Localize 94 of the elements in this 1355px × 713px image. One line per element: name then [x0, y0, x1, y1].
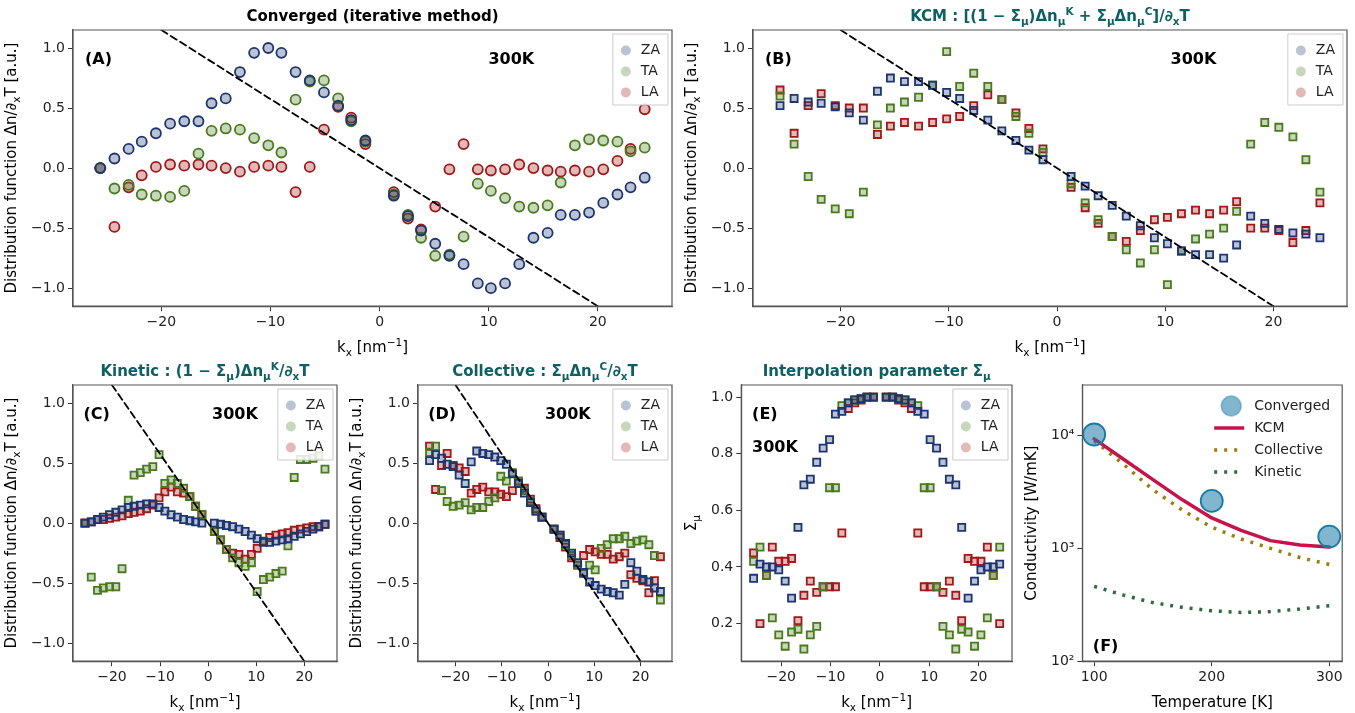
y-axis-title: Conductivity [W/mK]	[1022, 445, 1040, 601]
y-tick-label: 1.0	[711, 387, 734, 404]
annotation: 300K	[212, 403, 259, 423]
y-tick-label: 0.4	[711, 557, 734, 574]
annotation: 300K	[488, 48, 535, 68]
y-axis-title: Distribution function Δn/∂xT [a.u.]	[347, 397, 367, 649]
y-tick-label: 10³	[1050, 538, 1075, 555]
y-tick-label: 0.5	[42, 453, 65, 470]
annotation: (D)	[428, 403, 457, 423]
y-tick-label: −0.5	[711, 218, 745, 235]
x-tick-label: 0	[875, 668, 885, 685]
y-tick-label: 1.0	[387, 393, 410, 410]
y-axis-title: Distribution function Δn/∂xT [a.u.]	[682, 42, 702, 294]
annotation: 300K	[752, 436, 799, 456]
legend-label: Kinetic	[1254, 462, 1302, 479]
x-tick-label: −20	[440, 668, 471, 685]
y-tick-label: 1.0	[42, 38, 65, 55]
x-tick-label: −10	[486, 668, 517, 685]
y-tick-label: 1.0	[42, 393, 65, 410]
x-tick-label: 10	[920, 668, 939, 685]
y-axis-title: Distribution function Δn/∂xT [a.u.]	[2, 397, 22, 649]
x-tick-label: 0	[375, 313, 385, 330]
y-tick-label: 0.0	[387, 513, 410, 530]
legend-label: ZA	[980, 396, 1001, 413]
x-tick-label: 0	[1052, 313, 1062, 330]
x-tick-label: 300	[1315, 668, 1343, 685]
legend-label: Collective	[1254, 440, 1323, 457]
y-tick-label: 0.5	[387, 453, 410, 470]
y-tick-label: 0.8	[711, 444, 734, 461]
legend-label: ZA	[640, 41, 661, 58]
legend-label: TA	[639, 62, 659, 79]
x-tick-label: −10	[934, 313, 964, 330]
y-tick-label: −1.0	[31, 633, 65, 650]
legend-label: KCM	[1254, 418, 1285, 435]
annotation: (B)	[764, 48, 792, 68]
y-tick-label: −1.0	[31, 278, 65, 295]
legend-label: LA	[640, 83, 659, 100]
annotation: 300K	[1170, 48, 1217, 68]
y-tick-label: 0.5	[722, 98, 745, 115]
y-tick-label: 0.2	[711, 614, 734, 631]
x-tick-label: 20	[1264, 313, 1283, 330]
x-tick-label: 0	[543, 668, 553, 685]
x-tick-label: 20	[295, 668, 314, 685]
y-tick-label: 0.0	[42, 158, 65, 175]
y-tick-label: −0.5	[31, 573, 65, 590]
x-tick-label: 0	[203, 668, 213, 685]
legend-label: LA	[305, 438, 324, 455]
legend-label: TA	[639, 417, 659, 434]
x-tick-label: −20	[825, 313, 856, 330]
legend-label: LA	[1315, 83, 1334, 100]
legend-label: LA	[980, 438, 999, 455]
x-tick-label: −10	[255, 313, 286, 330]
x-tick-label: −20	[766, 668, 796, 685]
x-tick-label: −20	[97, 668, 127, 685]
x-tick-label: 10	[247, 668, 266, 685]
legend-label: TA	[1314, 62, 1334, 79]
y-tick-label: −1.0	[711, 278, 745, 295]
y-tick-label: 0.0	[722, 158, 745, 175]
y-tick-label: 10⁴	[1050, 426, 1075, 443]
y-tick-label: −0.5	[376, 573, 410, 590]
legend-label: ZA	[640, 396, 661, 413]
x-tick-label: 20	[588, 313, 607, 330]
x-tick-label: 10	[585, 668, 604, 685]
legend-label: ZA	[305, 396, 326, 413]
legend-label: LA	[640, 438, 659, 455]
legend-label: TA	[304, 417, 324, 434]
x-tick-label: 100	[1080, 668, 1108, 685]
y-tick-label: 10²	[1050, 651, 1075, 668]
legend-label: ZA	[1315, 41, 1336, 58]
x-tick-label: 200	[1198, 668, 1226, 685]
y-tick-label: −0.5	[31, 218, 65, 235]
x-axis-title: Temperature [K]	[1150, 693, 1273, 711]
annotation: (A)	[84, 48, 112, 68]
x-tick-label: −10	[145, 668, 175, 685]
x-tick-label: −10	[815, 668, 846, 685]
x-tick-label: 10	[1156, 313, 1175, 330]
x-tick-label: 20	[969, 668, 988, 685]
annotation: (E)	[752, 403, 778, 423]
y-tick-label: 0.5	[42, 98, 65, 115]
y-tick-label: 0.6	[711, 501, 734, 518]
annotation: (F)	[1092, 635, 1119, 655]
legend-label: TA	[979, 417, 999, 434]
y-tick-label: −1.0	[376, 633, 410, 650]
legend-label: Converged	[1254, 396, 1331, 413]
y-tick-label: 1.0	[722, 38, 745, 55]
y-axis-title: Distribution function Δn/∂xT [a.u.]	[2, 42, 22, 294]
y-axis-title: Σμ	[682, 514, 702, 532]
x-tick-label: −20	[146, 313, 177, 330]
annotation: 300K	[544, 403, 592, 423]
x-tick-label: 20	[631, 668, 650, 685]
y-tick-label: 0.0	[42, 513, 65, 530]
annotation: (C)	[83, 403, 110, 423]
chart-title: Converged (iterative method)	[246, 7, 499, 25]
x-tick-label: 10	[479, 313, 498, 330]
